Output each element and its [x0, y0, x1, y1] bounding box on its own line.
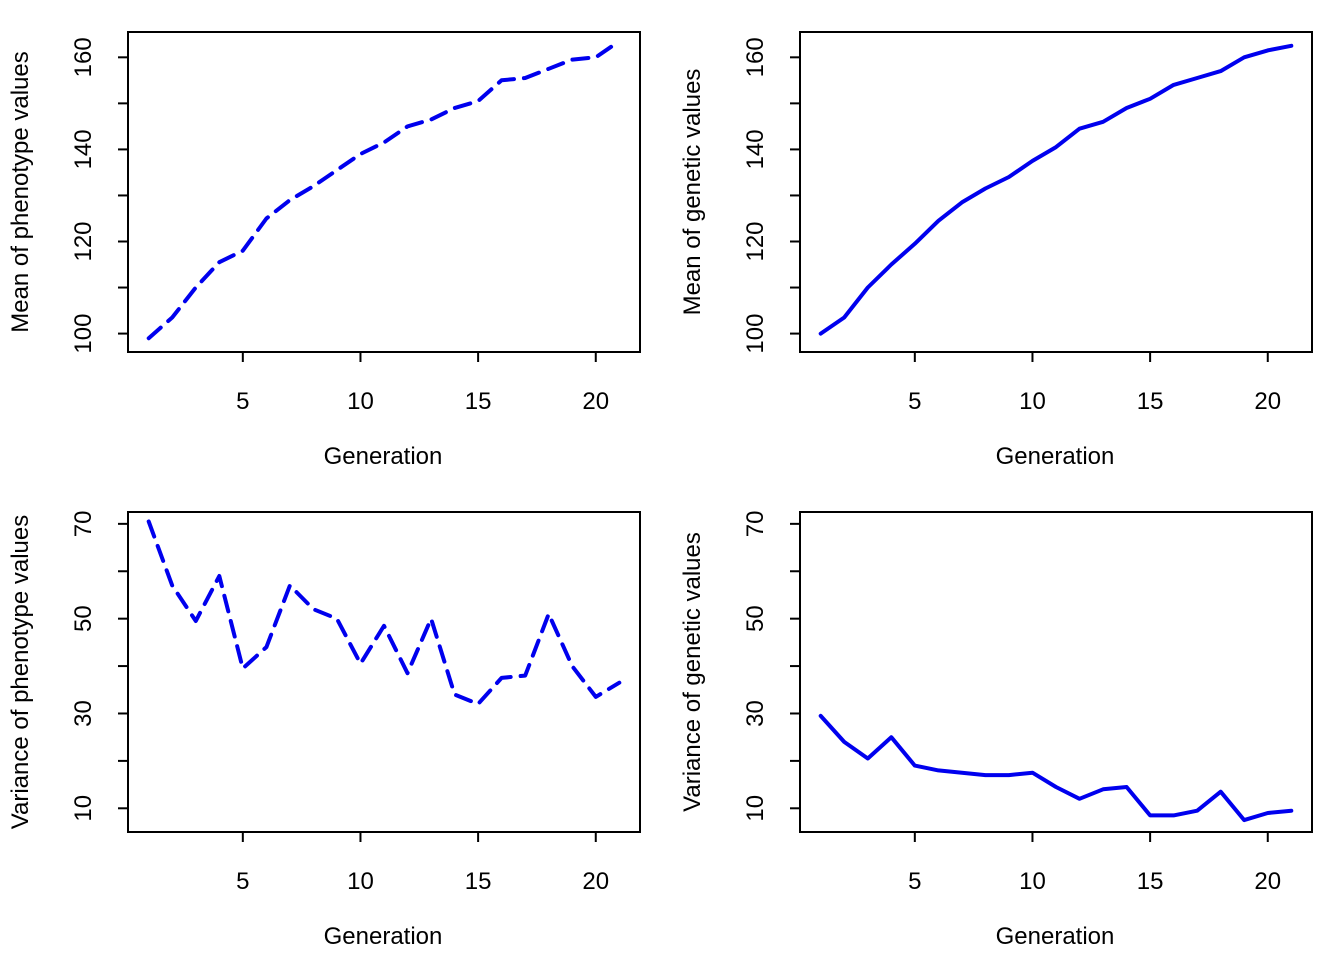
x-tick-label: 10 [1019, 388, 1046, 415]
y-tick-label: 70 [742, 511, 769, 538]
plot-frame [799, 31, 1313, 353]
x-tick-label: 5 [908, 388, 921, 415]
plot-frame [799, 511, 1313, 833]
plot-frame [127, 31, 641, 353]
x-axis-label: Generation [996, 923, 1115, 950]
x-tick-label: 5 [236, 388, 249, 415]
x-tick-label: 15 [1137, 388, 1164, 415]
y-tick-label: 30 [742, 700, 769, 727]
y-tick-label: 160 [70, 37, 97, 77]
y-tick-label: 100 [70, 314, 97, 354]
x-tick-label: 15 [1137, 868, 1164, 895]
y-tick-label: 10 [70, 795, 97, 822]
y-axis-label: Variance of phenotype values [7, 515, 34, 829]
x-tick-label: 15 [465, 388, 492, 415]
y-axis-label: Variance of genetic values [679, 532, 706, 812]
x-tick-label: 20 [1254, 868, 1281, 895]
series-line-1 [818, 43, 1294, 336]
x-tick-label: 10 [347, 388, 374, 415]
x-tick-label: 5 [908, 868, 921, 895]
x-tick-label: 15 [465, 868, 492, 895]
x-axis-label: Generation [324, 443, 443, 470]
y-tick-label: 140 [742, 129, 769, 169]
x-tick-label: 20 [582, 868, 609, 895]
panel-3: 5 10 15 20 10 30 50 70 Generation Variance of phe… [7, 511, 641, 950]
y-tick-label: 50 [742, 605, 769, 632]
series-line-1 [146, 39, 622, 341]
y-tick-label: 70 [70, 511, 97, 538]
panel-2: 5 10 15 20 100 120 140 160 Generation Mean of gen… [679, 31, 1313, 470]
y-tick-label: 50 [70, 605, 97, 632]
y-tick-label: 160 [742, 37, 769, 77]
y-tick-label: 10 [742, 795, 769, 822]
y-tick-label: 100 [742, 314, 769, 354]
series-line-1 [818, 713, 1294, 823]
plot-frame [127, 511, 641, 833]
x-tick-label: 20 [582, 388, 609, 415]
x-tick-label: 10 [347, 868, 374, 895]
x-tick-label: 20 [1254, 388, 1281, 415]
y-axis-label: Mean of genetic values [679, 69, 706, 316]
y-axis-label: Mean of phenotype values [7, 51, 34, 333]
panel-4: 5 10 15 20 10 30 50 70 Generation Variance of gen… [679, 511, 1313, 950]
series-line-1 [146, 519, 622, 706]
y-tick-label: 120 [742, 221, 769, 261]
y-tick-label: 140 [70, 129, 97, 169]
y-tick-label: 30 [70, 700, 97, 727]
x-axis-label: Generation [324, 923, 443, 950]
x-axis-label: Generation [996, 443, 1115, 470]
y-tick-label: 120 [70, 221, 97, 261]
x-tick-label: 10 [1019, 868, 1046, 895]
panel-1: 5 10 15 20 100 120 140 160 Generation Mean of phe… [7, 31, 641, 470]
x-tick-label: 5 [236, 868, 249, 895]
